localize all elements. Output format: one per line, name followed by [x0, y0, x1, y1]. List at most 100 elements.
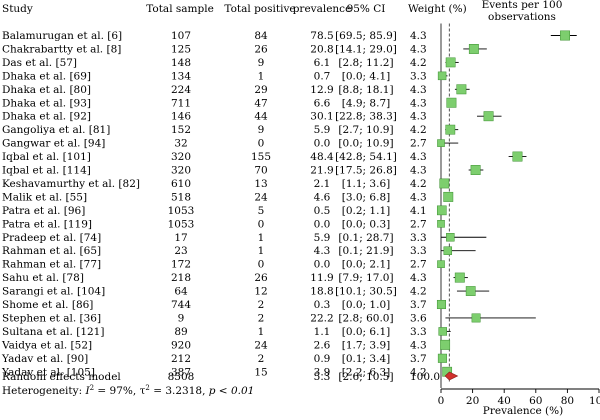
weight-cell: 3.3 [410, 326, 427, 338]
total-positive-cell: 29 [254, 84, 267, 96]
weight-cell: 3.3 [410, 245, 427, 257]
total-positive-cell: 12 [254, 286, 267, 298]
total-positive-cell: 26 [254, 43, 268, 55]
header-weight: Weight (%) [408, 3, 467, 15]
prevalence-cell: 21.9 [310, 165, 333, 177]
prevalence-cell: 48.4 [310, 151, 334, 163]
study-name: Yadav et al. [90] [1, 353, 88, 365]
ci-cell: [3.0; 6.8] [342, 191, 390, 203]
study-name: Shome et al. [86] [2, 299, 93, 311]
study-name: Dhaka et al. [93] [2, 97, 91, 109]
weight-cell: 3.7 [410, 353, 427, 365]
weight-cell: 3.3 [410, 232, 427, 244]
x-tick-label: 20 [466, 395, 479, 407]
study-box [470, 165, 481, 175]
weight-cell: 2.7 [410, 138, 427, 150]
prevalence-cell: 12.9 [310, 84, 333, 96]
study-box [443, 191, 454, 202]
study-box [437, 260, 445, 268]
study-box [445, 57, 456, 68]
study-box [438, 327, 447, 336]
total-positive-cell: 9 [258, 124, 265, 136]
total-positive-cell: 5 [258, 205, 265, 217]
x-tick-label: 0 [438, 395, 445, 407]
ci-cell: [8.8; 18.1] [338, 84, 393, 96]
study-name: Gangoliya et al. [81] [2, 124, 110, 136]
ci-cell: [0.1; 21.9] [338, 245, 393, 257]
study-name: Stephen et al. [36] [2, 312, 101, 324]
total-positive-cell: 24 [254, 191, 268, 203]
ci-cell: [2.2; 6.3] [342, 366, 390, 378]
study-name: Sarangi et al. [104] [2, 286, 105, 298]
ci-cell: [7.9; 17.0] [338, 272, 393, 284]
x-tick-label: 100 [589, 395, 600, 407]
total-positive-cell: 44 [254, 111, 268, 123]
total-positive-cell: 0 [258, 218, 265, 230]
study-box [471, 313, 481, 323]
ci-cell: [0.0; 0.3] [342, 218, 390, 230]
total-positive-cell: 47 [254, 97, 267, 109]
study-box [446, 233, 455, 242]
weight-cell: 3.3 [410, 70, 427, 82]
total-positive-cell: 9 [258, 57, 265, 69]
prevalence-cell: 0.0 [314, 259, 331, 271]
study-box [437, 353, 447, 363]
total-sample-cell: 146 [171, 111, 191, 123]
total-sample-cell: 125 [171, 43, 191, 55]
ci-cell: [4.9; 8.7] [342, 97, 390, 109]
x-axis-label: Prevalence (%) [483, 405, 563, 417]
x-tick-label: 60 [529, 395, 542, 407]
total-sample-cell: 518 [171, 191, 191, 203]
prevalence-cell: 5.9 [314, 124, 331, 136]
i2-symbol: I [84, 385, 90, 397]
study-box [437, 139, 445, 147]
total-sample-cell: 64 [174, 286, 188, 298]
total-sample-cell: 23 [174, 245, 187, 257]
x-tick-label: 80 [561, 395, 574, 407]
total-sample-cell: 9 [178, 312, 185, 324]
total-positive-cell: 84 [254, 30, 268, 42]
total-sample-cell: 1053 [168, 218, 195, 230]
total-positive-cell: 1 [258, 245, 265, 257]
ci-cell: [2.8; 11.2] [338, 57, 393, 69]
tau2-symbol: τ [140, 385, 146, 397]
summary-weight: 100.0 [410, 371, 440, 383]
study-name: Iqbal et al. [101] [2, 151, 91, 163]
total-sample-cell: 224 [171, 84, 191, 96]
ci-cell: [0.1; 3.4] [342, 353, 390, 365]
prevalence-cell: 1.1 [314, 326, 331, 338]
total-positive-cell: 2 [258, 353, 265, 365]
study-name: Rahman et al. [77] [2, 259, 101, 271]
weight-cell: 4.1 [410, 205, 427, 217]
summary-diamond [444, 371, 459, 381]
prevalence-cell: 18.8 [310, 286, 333, 298]
total-sample-cell: 32 [174, 138, 187, 150]
prevalence-cell: 78.5 [310, 30, 333, 42]
plot-marks [436, 23, 577, 388]
ci-cell: [0.0; 10.9] [338, 138, 393, 150]
prevalence-cell: 30.1 [310, 111, 333, 123]
total-positive-cell: 13 [254, 178, 267, 190]
weight-cell: 4.3 [410, 191, 427, 203]
study-name: Das et al. [57] [2, 57, 77, 69]
ci-cell: [14.1; 29.0] [335, 43, 397, 55]
i2-superscript: 2 [90, 384, 94, 392]
ci-cell: [0.0; 4.1] [342, 70, 390, 82]
study-name: Dhaka et al. [92] [2, 111, 91, 123]
summary-prevalence: 5.3 [314, 371, 331, 383]
study-name: Patra et al. [96] [2, 205, 85, 217]
weight-cell: 4.2 [410, 286, 427, 298]
study-name: Gangwar et al. [94] [2, 138, 105, 150]
tau2-value: = 3.2318, [150, 385, 209, 397]
study-name: Iqbal et al. [114] [2, 165, 91, 177]
study-name: Malik et al. [55] [2, 191, 87, 203]
prevalence-cell: 3.9 [314, 366, 331, 378]
weight-cell: 4.3 [410, 272, 427, 284]
study-name: Dhaka et al. [80] [2, 84, 91, 96]
heterogeneity-text: Heterogeneity: I2 = 97%, τ2 = 3.2318, p … [2, 384, 254, 397]
total-positive-cell: 0 [258, 259, 265, 271]
total-sample-cell: 152 [171, 124, 191, 136]
study-box [437, 220, 445, 228]
weight-cell: 4.3 [410, 339, 427, 351]
total-positive-cell: 2 [258, 312, 265, 324]
